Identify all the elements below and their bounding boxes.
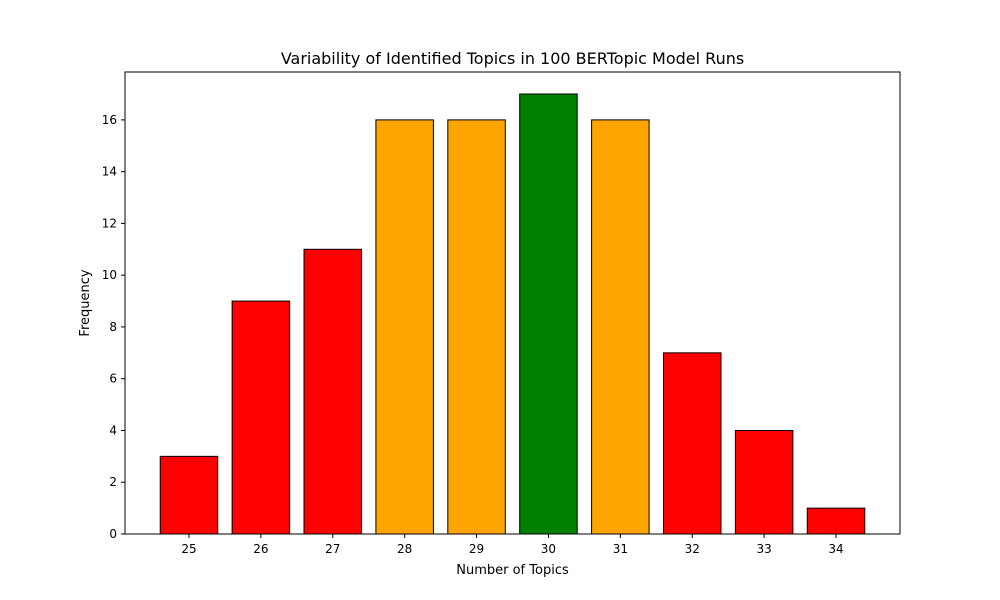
bar-30 [519, 93, 578, 535]
chart-title: Variability of Identified Topics in 100 … [281, 49, 744, 68]
x-tick-label: 32 [685, 542, 700, 556]
y-tick-label: 12 [102, 216, 117, 230]
bar-28 [375, 119, 434, 535]
y-tick-label: 14 [102, 165, 117, 179]
bar-26 [231, 300, 291, 535]
bar-34 [806, 507, 866, 535]
plot-area: 25 26 27 28 29 30 31 32 33 34 0 2 4 6 8 10 12 14 16 [102, 71, 901, 556]
bar-32 [662, 352, 722, 535]
y-axis-label: Frequency [78, 269, 93, 336]
x-tick-label: 31 [613, 542, 628, 556]
x-tick-label: 29 [469, 542, 484, 556]
x-axis-label: Number of Topics [456, 563, 569, 578]
bar-31 [591, 119, 650, 535]
y-tick-label: 16 [102, 113, 117, 127]
y-tick-label: 4 [109, 423, 117, 437]
x-tick-label: 34 [828, 542, 843, 556]
y-tick-label: 2 [109, 475, 117, 489]
y-tick-label: 6 [109, 372, 117, 386]
x-tick-label: 33 [756, 542, 771, 556]
x-tick-label: 26 [253, 542, 268, 556]
x-tick-label: 25 [181, 542, 196, 556]
bar-25 [159, 455, 219, 535]
y-tick-label: 0 [109, 527, 117, 541]
bar-29 [447, 119, 506, 535]
bar-27 [303, 248, 363, 535]
bar-33 [734, 429, 794, 535]
y-tick-label: 10 [102, 268, 117, 282]
x-tick-label: 27 [325, 542, 340, 556]
x-tick-label: 30 [541, 542, 556, 556]
axes-frame [124, 71, 901, 535]
x-tick-label: 28 [397, 542, 412, 556]
y-tick-label: 8 [109, 320, 117, 334]
